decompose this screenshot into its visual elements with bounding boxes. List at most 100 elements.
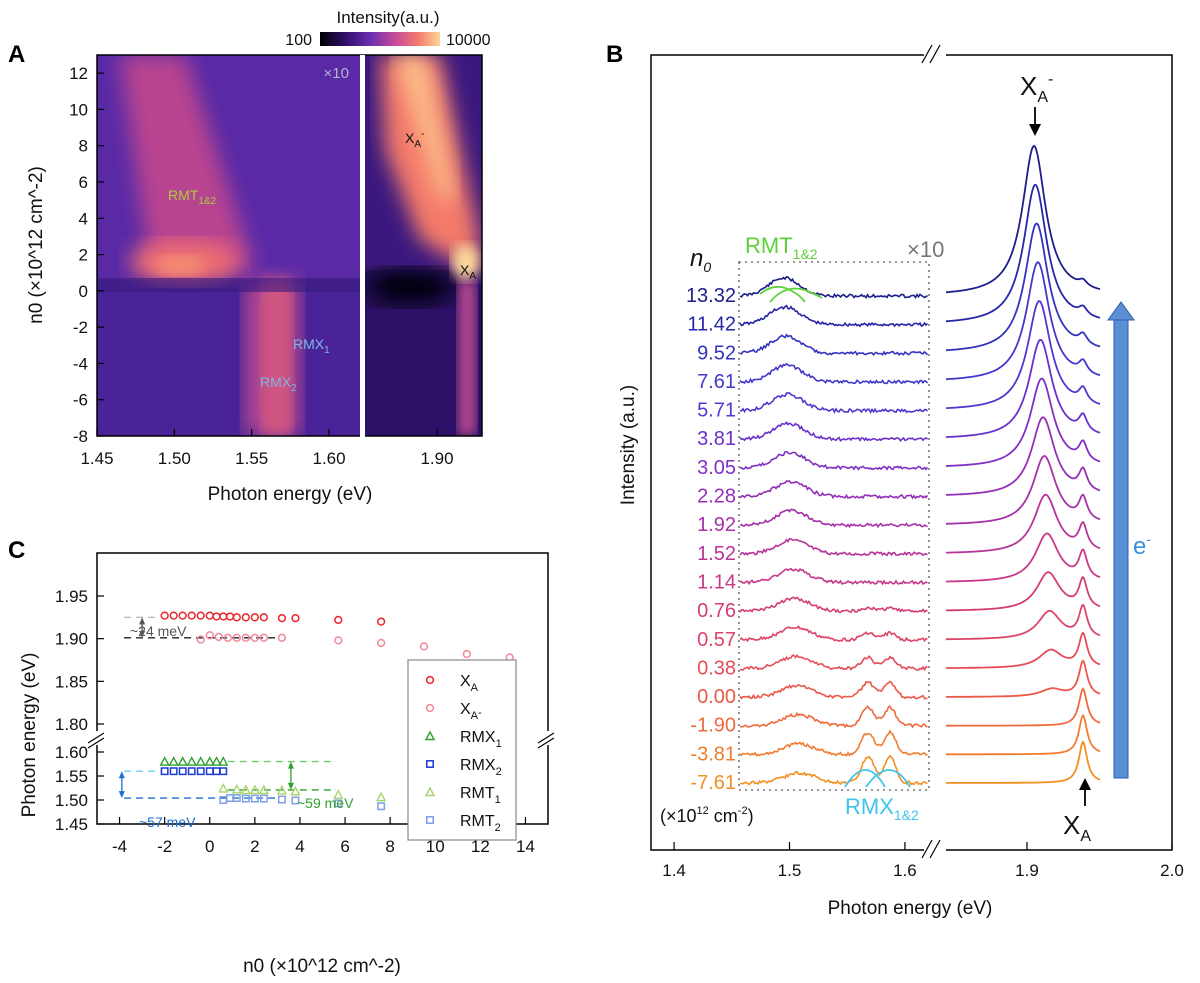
heatmap-left (97, 55, 360, 436)
spectrum-x10-2.28 (739, 479, 929, 500)
annotation-57mev: ~57 meV (139, 814, 196, 830)
legend-label: XA (460, 673, 479, 694)
point-rmx1 (204, 756, 215, 766)
point-xA (178, 611, 187, 620)
spectrum-x10-5.71 (739, 392, 929, 414)
plot-frame-b (650, 54, 1173, 851)
c-x-tick-label: -4 (112, 837, 127, 856)
b-x-tick-label: 1.4 (662, 861, 686, 880)
rmt-fit-2 (769, 287, 823, 303)
annotation-xa: XA (460, 262, 476, 282)
point-rmt1 (258, 784, 270, 795)
a-y-tick-label: 0 (79, 282, 88, 301)
point-rmx2 (196, 767, 205, 776)
point-rmx2 (169, 767, 178, 776)
c-x-tick-label: 14 (516, 837, 535, 856)
point-rmx1 (218, 756, 229, 766)
c-y-tick-label: 1.45 (55, 815, 88, 834)
spectrum-5.71 (945, 299, 1101, 410)
annotation-rmx2: RMX2 (260, 374, 297, 394)
a-y-tick-label: 6 (79, 173, 88, 192)
spectrum-1.14 (946, 532, 1101, 583)
point-rmx1 (211, 756, 222, 766)
c-x-tick-label: 8 (385, 837, 394, 856)
legend-label: RMX2 (460, 757, 502, 778)
c-y-tick-label: 1.85 (55, 672, 88, 691)
legend-marker (426, 816, 434, 824)
n0-label: 9.52 (697, 342, 736, 364)
spectrum-7.61 (946, 261, 1101, 381)
n0-label: 0.00 (697, 686, 736, 708)
spectrum-x10--7.61 (739, 754, 928, 786)
point-xA-minus (259, 633, 269, 642)
colorbar-max-label: 10000 (446, 32, 491, 49)
rmx-fit-2 (865, 769, 911, 788)
spectrum-3.81 (945, 339, 1101, 438)
electron-doping-arrow (1113, 317, 1129, 779)
spectrum-0.57 (946, 603, 1101, 641)
point-xA-minus (462, 649, 471, 659)
b-x-tick-label: 2.0 (1160, 861, 1184, 880)
a-y-tick-label: -2 (73, 318, 88, 337)
point-xA-minus (376, 638, 386, 648)
spectrum-2.28 (946, 416, 1101, 496)
spectrum-1.52 (945, 493, 1101, 554)
spectrum-x10-3.81 (739, 420, 929, 442)
n0-label: 1.14 (697, 571, 736, 593)
c-x-tick-label: 10 (426, 837, 445, 856)
annotation-59mev: ~59 meV (297, 795, 354, 811)
spectrum-x10-0.38 (739, 653, 928, 672)
point-rmx2 (205, 767, 214, 776)
spectrum-1.92 (946, 455, 1101, 525)
heatmap-right (365, 55, 482, 436)
spectrum-x10-1.92 (739, 508, 928, 529)
c-y-tick-label: 1.60 (55, 743, 88, 762)
x-axis-label-c: n0 (×10^12 cm^-2) (243, 956, 401, 977)
spectrum-x10-11.42 (739, 304, 929, 328)
c-x-tick-label: 4 (295, 837, 304, 856)
panel-label-c: C (8, 537, 25, 564)
n0-label: 0.57 (697, 629, 736, 651)
a-y-tick-label: 4 (79, 209, 88, 228)
y-axis-label-a: n0 (×10^12 cm^-2) (26, 166, 47, 324)
electron-label: e- (1133, 531, 1151, 560)
point-rmx1 (159, 756, 170, 766)
spectrum-x10-0.76 (739, 596, 928, 614)
colorbar-min-label: 100 (285, 32, 312, 49)
x-axis-label-a: Photon energy (eV) (208, 484, 373, 505)
legend-marker (425, 703, 435, 713)
point-xA (277, 614, 287, 623)
n0-label: -7.61 (690, 772, 736, 794)
point-xA (334, 615, 343, 625)
point-xA-minus (232, 633, 241, 642)
point-rmt1 (249, 784, 261, 795)
n0-label: 7.61 (697, 371, 736, 393)
spectrum-x10-7.61 (739, 362, 929, 385)
point-rmx1 (186, 756, 197, 766)
colorbar-title: Intensity(a.u.) (337, 8, 440, 27)
point-xA (205, 611, 214, 620)
point-xA (376, 617, 386, 626)
n0-label: 0.38 (697, 657, 736, 679)
c-y-tick-label: 1.55 (55, 767, 88, 786)
spectrum-x10-13.32 (739, 275, 928, 300)
point-xA-minus (205, 631, 214, 640)
n0-label: -3.81 (690, 743, 736, 765)
point-rmx2 (187, 767, 196, 776)
b-x-tick-label: 1.9 (1015, 861, 1039, 880)
a-x-tick-label: 1.90 (420, 449, 453, 468)
c-x-tick-label: 2 (250, 837, 259, 856)
colorbar (320, 32, 440, 46)
point-xA (225, 612, 235, 621)
n0-title: n0 (690, 245, 711, 275)
c-y-tick-label: 1.90 (55, 630, 88, 649)
point-rmx2 (212, 767, 221, 776)
xa-label: XA (1063, 810, 1091, 845)
c-y-tick-label: 1.80 (55, 715, 88, 734)
point-rmt1 (240, 784, 251, 795)
a-x-tick-label: 1.45 (80, 449, 113, 468)
point-xA (232, 613, 241, 622)
annotation-rmx1: RMX1 (293, 336, 330, 356)
spectrum-x10-1.52 (739, 537, 928, 557)
